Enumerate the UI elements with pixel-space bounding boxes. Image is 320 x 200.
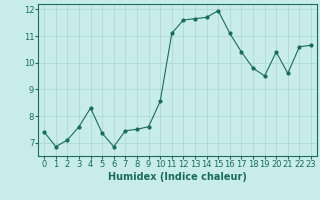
X-axis label: Humidex (Indice chaleur): Humidex (Indice chaleur) <box>108 172 247 182</box>
